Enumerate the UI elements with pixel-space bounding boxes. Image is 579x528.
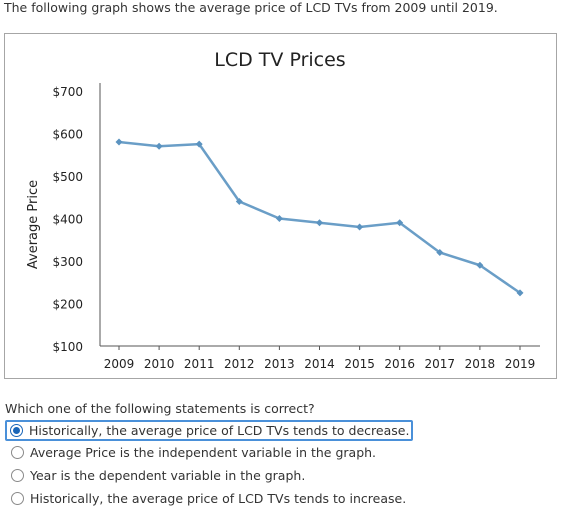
x-tick-label: 2017 [425,357,456,371]
data-point [155,142,163,150]
y-tick-label: $300 [52,255,83,269]
radio-button[interactable] [11,446,24,459]
data-point [115,138,123,146]
y-tick-label: $400 [52,213,83,227]
answer-option-price-independent[interactable]: Average Price is the independent variabl… [5,442,376,463]
x-tick-label: 2015 [344,357,375,371]
series-line [118,140,521,294]
x-tick-label: 2011 [184,357,215,371]
x-tick-label: 2012 [224,357,255,371]
option-label: Historically, the average price of LCD T… [30,491,407,506]
y-axis-label: Average Price [26,180,41,269]
y-tick-label: $700 [52,85,83,99]
y-tick-label: $100 [52,340,83,354]
answer-option-year-dependent[interactable]: Year is the dependent variable in the gr… [5,465,305,486]
option-label: Historically, the average price of LCD T… [29,423,410,438]
option-label: Average Price is the independent variabl… [30,445,377,460]
question-text: Which one of the following statements is… [5,401,315,416]
x-tick-label: 2009 [104,357,135,371]
data-point [316,219,323,227]
data-point [396,219,404,227]
data-point [436,249,444,256]
radio-button[interactable] [10,424,23,437]
radio-button[interactable] [11,469,24,482]
answer-option-increase[interactable]: Historically, the average price of LCD T… [5,488,406,509]
radio-selected-dot [13,427,20,434]
data-point [195,140,203,148]
y-tick-label: $200 [52,298,83,312]
line-chart: LCD TV Prices Average Price $700 $600 $500 $4… [26,49,540,371]
x-tick-label: 2018 [465,357,496,371]
answer-option-decrease[interactable]: Historically, the average price of LCD T… [5,420,414,441]
y-tick-label: $600 [52,128,83,142]
data-point [275,215,283,222]
data-point [516,289,524,297]
data-point [476,261,484,269]
option-label: Year is the dependent variable in the gr… [30,468,306,483]
x-tick-label: 2014 [304,357,335,371]
y-tick-label: $500 [52,170,83,184]
x-tick-label: 2019 [505,357,536,371]
x-tick-label: 2016 [384,357,415,371]
data-point [356,223,364,231]
chart-title: LCD TV Prices [214,49,345,71]
chart-container: LCD TV Prices Average Price $700 $600 $500 $4… [4,33,557,379]
intro-text: The following graph shows the average pr… [4,0,498,15]
x-tick-label: 2010 [144,357,175,371]
data-point [235,198,243,205]
x-tick-label: 2013 [264,357,295,371]
radio-button[interactable] [11,492,24,505]
